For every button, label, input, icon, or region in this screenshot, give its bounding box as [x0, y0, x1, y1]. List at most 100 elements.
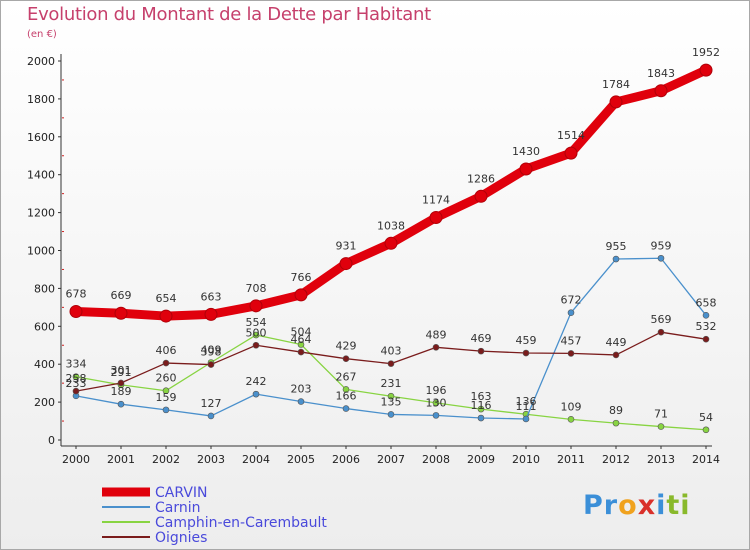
- data-label: 242: [246, 375, 267, 388]
- data-label: 409: [201, 343, 222, 356]
- data-point: [477, 405, 485, 413]
- logo-letter: x: [637, 490, 657, 521]
- data-point: [429, 211, 443, 225]
- data-label: 260: [156, 372, 177, 385]
- y-tick-label: 2000: [27, 55, 55, 68]
- data-label: 459: [516, 334, 537, 347]
- data-point: [342, 355, 350, 363]
- data-point: [567, 350, 575, 357]
- data-label: 291: [111, 366, 132, 379]
- data-label: 489: [426, 328, 447, 341]
- data-label: 258: [66, 372, 87, 385]
- data-label: 1514: [557, 129, 585, 142]
- data-point: [297, 348, 305, 356]
- data-label: 233: [66, 377, 87, 390]
- data-point: [612, 255, 620, 263]
- data-point: [69, 305, 83, 319]
- data-label: 189: [111, 385, 132, 398]
- data-label: 449: [606, 336, 627, 349]
- data-point: [342, 405, 350, 412]
- x-tick-label: 2000: [62, 453, 90, 466]
- data-point: [432, 399, 440, 407]
- data-point: [387, 411, 395, 418]
- data-label: 398: [201, 346, 222, 359]
- data-label: 159: [156, 391, 177, 404]
- data-label: 663: [201, 290, 222, 303]
- data-point: [117, 379, 125, 387]
- x-tick-label: 2009: [467, 453, 495, 466]
- x-tick-label: 2013: [647, 453, 675, 466]
- data-label: 672: [561, 294, 582, 307]
- data-point: [432, 412, 440, 419]
- data-point: [387, 392, 395, 400]
- logo-letter: P: [583, 490, 604, 521]
- data-point: [252, 390, 260, 398]
- data-point: [657, 254, 665, 262]
- x-tick-label: 2005: [287, 453, 315, 466]
- data-label: 569: [651, 313, 672, 326]
- data-point: [159, 309, 173, 323]
- data-label: 116: [471, 399, 492, 412]
- data-point: [567, 309, 575, 316]
- data-label: 429: [336, 340, 357, 353]
- data-label: 89: [609, 404, 623, 417]
- x-tick-label: 2014: [692, 453, 720, 466]
- data-point: [522, 415, 530, 423]
- data-label: 196: [426, 384, 447, 397]
- legend-label: Camphin-en-Carembault: [155, 515, 327, 531]
- data-label: 403: [381, 345, 402, 358]
- logo-letter: o: [618, 490, 638, 521]
- data-point: [564, 146, 578, 160]
- data-label: 554: [246, 316, 267, 329]
- data-point: [249, 299, 263, 313]
- data-point: [72, 373, 80, 381]
- data-label: 231: [381, 377, 402, 390]
- y-tick-label: 1400: [27, 169, 55, 182]
- data-label: 464: [291, 333, 312, 346]
- y-tick-label: 800: [34, 282, 55, 295]
- data-label: 163: [471, 390, 492, 403]
- data-label: 109: [561, 400, 582, 413]
- data-point: [297, 341, 305, 348]
- data-point: [519, 162, 533, 176]
- data-point: [432, 344, 440, 351]
- data-label: 301: [111, 364, 132, 377]
- data-label: 1430: [512, 145, 540, 158]
- data-point: [117, 400, 125, 408]
- data-label: 203: [291, 383, 312, 396]
- x-tick-label: 2011: [557, 453, 585, 466]
- data-point: [702, 312, 710, 319]
- y-tick-label: 1600: [27, 131, 55, 144]
- data-point: [114, 306, 128, 320]
- x-tick-label: 2006: [332, 453, 360, 466]
- series-camphin-en-carembault: [72, 331, 710, 434]
- chart-title: Evolution du Montant de la Dette par Hab…: [27, 4, 431, 25]
- data-point: [162, 387, 170, 395]
- data-label: 1174: [422, 194, 450, 207]
- data-label: 1286: [467, 172, 495, 185]
- logo-letter: i: [656, 490, 667, 521]
- data-label: 955: [606, 240, 627, 253]
- data-label: 931: [336, 240, 357, 253]
- data-point: [162, 359, 170, 367]
- data-label: 136: [516, 395, 537, 408]
- data-label: 500: [246, 326, 267, 339]
- x-tick-label: 2010: [512, 453, 540, 466]
- series-line: [71, 65, 711, 321]
- data-point: [702, 335, 710, 343]
- data-point: [207, 361, 215, 368]
- series-carnin: [72, 254, 710, 423]
- data-label: 469: [471, 332, 492, 345]
- logo-letter: r: [603, 490, 619, 521]
- data-label: 678: [66, 288, 87, 301]
- y-tick-label: 1800: [27, 93, 55, 106]
- data-point: [657, 328, 665, 336]
- data-label: 54: [699, 411, 713, 424]
- x-tick-label: 2012: [602, 453, 630, 466]
- data-point: [252, 331, 260, 339]
- data-point: [387, 360, 395, 367]
- data-label: 406: [156, 344, 177, 357]
- data-point: [384, 236, 398, 250]
- data-point: [162, 406, 170, 414]
